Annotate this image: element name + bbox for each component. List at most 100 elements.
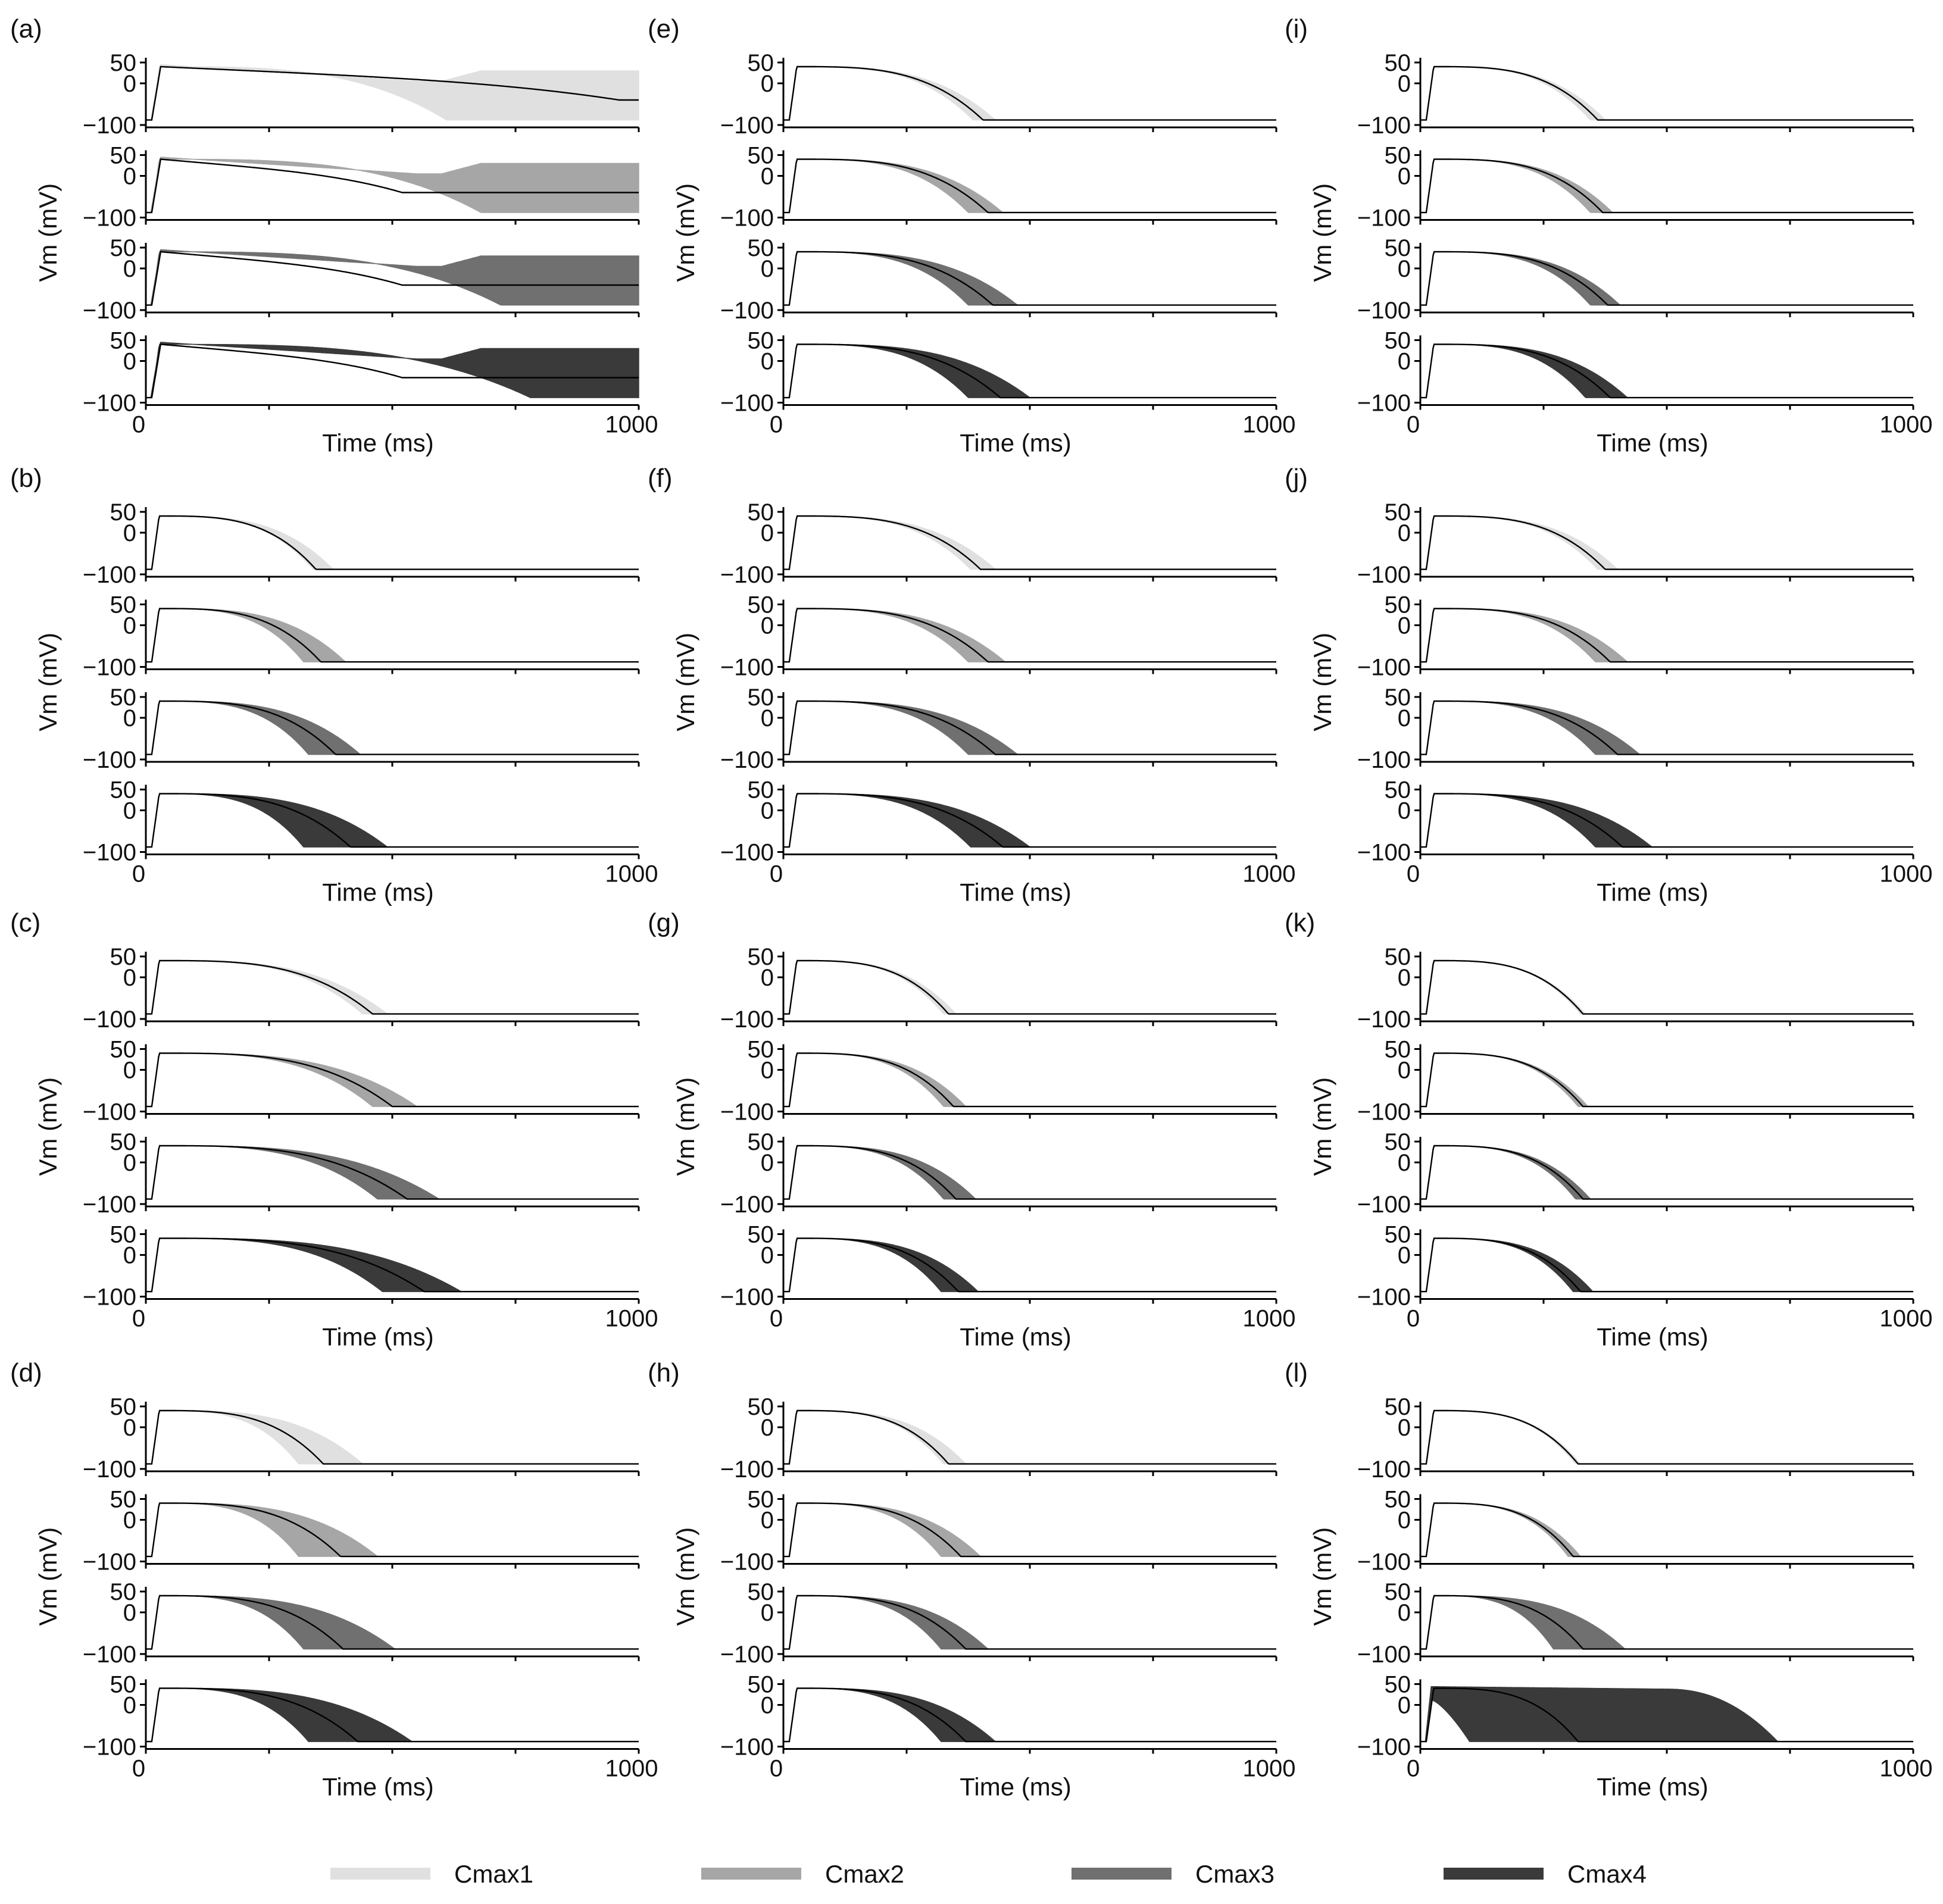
subplot-b-cmax4: 500 −100 xyxy=(83,777,640,866)
y-tick-label: 50 xyxy=(110,235,137,261)
y-tick-label: −100 xyxy=(83,1284,136,1311)
median-trace xyxy=(146,251,639,306)
y-tick-label: 50 xyxy=(110,499,137,526)
subplot-c-cmax3: 500 −100 xyxy=(83,1129,640,1218)
band-cmax4 xyxy=(783,793,1276,848)
y-tick-label: 50 xyxy=(1385,499,1411,526)
y-tick-label: 50 xyxy=(1385,50,1411,76)
y-tick-label: 0 xyxy=(1398,1415,1411,1441)
panel-letter: (f) xyxy=(648,464,673,493)
y-tick-label: 0 xyxy=(1398,613,1411,639)
y-axis-title: Vm (mV) xyxy=(34,1077,62,1176)
band-cmax4 xyxy=(1420,1237,1913,1292)
subplot-e-cmax4: 500 −100 xyxy=(720,328,1277,417)
median-trace xyxy=(146,1052,639,1108)
y-tick-label: 50 xyxy=(1385,1487,1411,1513)
median-trace xyxy=(783,1687,1276,1743)
y-axis-title: Vm (mV) xyxy=(1308,1527,1336,1626)
y-tick-label: 0 xyxy=(761,613,774,639)
y-tick-label: −100 xyxy=(83,840,136,866)
y-tick-label: −100 xyxy=(83,1192,136,1218)
panel-letter: (i) xyxy=(1285,14,1308,43)
band-cmax2 xyxy=(783,1052,1276,1107)
y-tick-label: 0 xyxy=(761,164,774,190)
subplot-d-cmax1: 500 −100 xyxy=(83,1394,640,1483)
median-trace xyxy=(146,1409,639,1465)
y-tick-label: 0 xyxy=(1398,798,1411,824)
y-tick-label: 50 xyxy=(110,1487,137,1513)
subplot-i-cmax2: 500 −100 xyxy=(1357,143,1914,232)
y-tick-label: 50 xyxy=(110,1037,137,1063)
y-tick-label: −100 xyxy=(83,298,136,324)
y-tick-label: 50 xyxy=(110,1129,137,1155)
y-tick-label: 50 xyxy=(748,1394,774,1420)
x-tick-label: 1000 xyxy=(1243,1306,1296,1332)
y-tick-label: 50 xyxy=(748,1037,774,1063)
median-trace xyxy=(1420,1409,1913,1465)
median-trace xyxy=(1420,515,1913,570)
y-axis-title: Vm (mV) xyxy=(671,1527,699,1626)
y-tick-label: 50 xyxy=(1385,1394,1411,1420)
y-tick-label: −100 xyxy=(720,1734,774,1761)
legend-item-cmax3: Cmax3 xyxy=(1072,1860,1274,1888)
band-cmax3 xyxy=(146,1595,639,1650)
y-tick-label: 50 xyxy=(748,328,774,354)
legend-label: Cmax4 xyxy=(1567,1860,1647,1888)
y-tick-label: 50 xyxy=(1385,777,1411,804)
y-tick-label: 50 xyxy=(1385,1222,1411,1248)
median-trace xyxy=(783,251,1276,306)
y-tick-label: 0 xyxy=(761,349,774,375)
y-tick-label: 0 xyxy=(123,256,136,282)
y-tick-label: 50 xyxy=(748,1222,774,1248)
median-trace xyxy=(783,158,1276,214)
y-tick-label: −100 xyxy=(1357,562,1411,588)
x-axis-title: Time (ms) xyxy=(1597,1323,1708,1351)
y-tick-label: 50 xyxy=(110,143,137,169)
y-tick-label: 0 xyxy=(1398,349,1411,375)
y-tick-label: −100 xyxy=(720,1192,774,1218)
median-trace xyxy=(1420,700,1913,755)
subplot-b-cmax2: 500 −100 xyxy=(83,592,640,681)
y-tick-label: 0 xyxy=(123,1243,136,1269)
subplot-k-cmax4: 500 −100 xyxy=(1357,1222,1914,1311)
y-tick-label: −100 xyxy=(1357,1284,1411,1311)
band-cmax4 xyxy=(1420,1686,1913,1742)
median-trace xyxy=(146,65,639,121)
y-tick-label: −100 xyxy=(83,1549,136,1575)
y-tick-label: 50 xyxy=(110,777,137,804)
x-tick-label: 1000 xyxy=(1880,861,1933,887)
band-cmax4 xyxy=(1420,343,1913,398)
y-tick-label: −100 xyxy=(83,1456,136,1483)
band-cmax4 xyxy=(146,1237,639,1292)
band-cmax3 xyxy=(146,249,639,306)
y-tick-label: 0 xyxy=(761,1693,774,1719)
x-axis-title: Time (ms) xyxy=(960,1323,1071,1351)
median-trace xyxy=(1420,1502,1913,1558)
y-tick-label: 50 xyxy=(110,592,137,618)
x-tick-label: 0 xyxy=(132,861,145,887)
panel-letter: (d) xyxy=(10,1358,42,1387)
subplot-l-cmax1: 500 −100 xyxy=(1357,1394,1914,1483)
y-tick-label: 0 xyxy=(123,1415,136,1441)
y-tick-label: 0 xyxy=(761,965,774,991)
band-cmax1 xyxy=(1420,1410,1913,1465)
band-cmax1 xyxy=(146,515,639,570)
y-tick-label: −100 xyxy=(720,1284,774,1311)
y-tick-label: −100 xyxy=(1357,298,1411,324)
y-tick-label: −100 xyxy=(720,390,774,417)
legend-label: Cmax3 xyxy=(1195,1860,1274,1888)
y-tick-label: −100 xyxy=(1357,1549,1411,1575)
x-tick-label: 0 xyxy=(1407,412,1420,438)
subplot-h-cmax3: 500 −100 xyxy=(720,1579,1277,1668)
legend-swatch xyxy=(1444,1868,1544,1880)
subplot-g-cmax2: 500 −100 xyxy=(720,1037,1277,1125)
median-trace xyxy=(146,700,639,755)
median-trace xyxy=(1420,65,1913,121)
y-tick-label: 0 xyxy=(1398,1508,1411,1534)
